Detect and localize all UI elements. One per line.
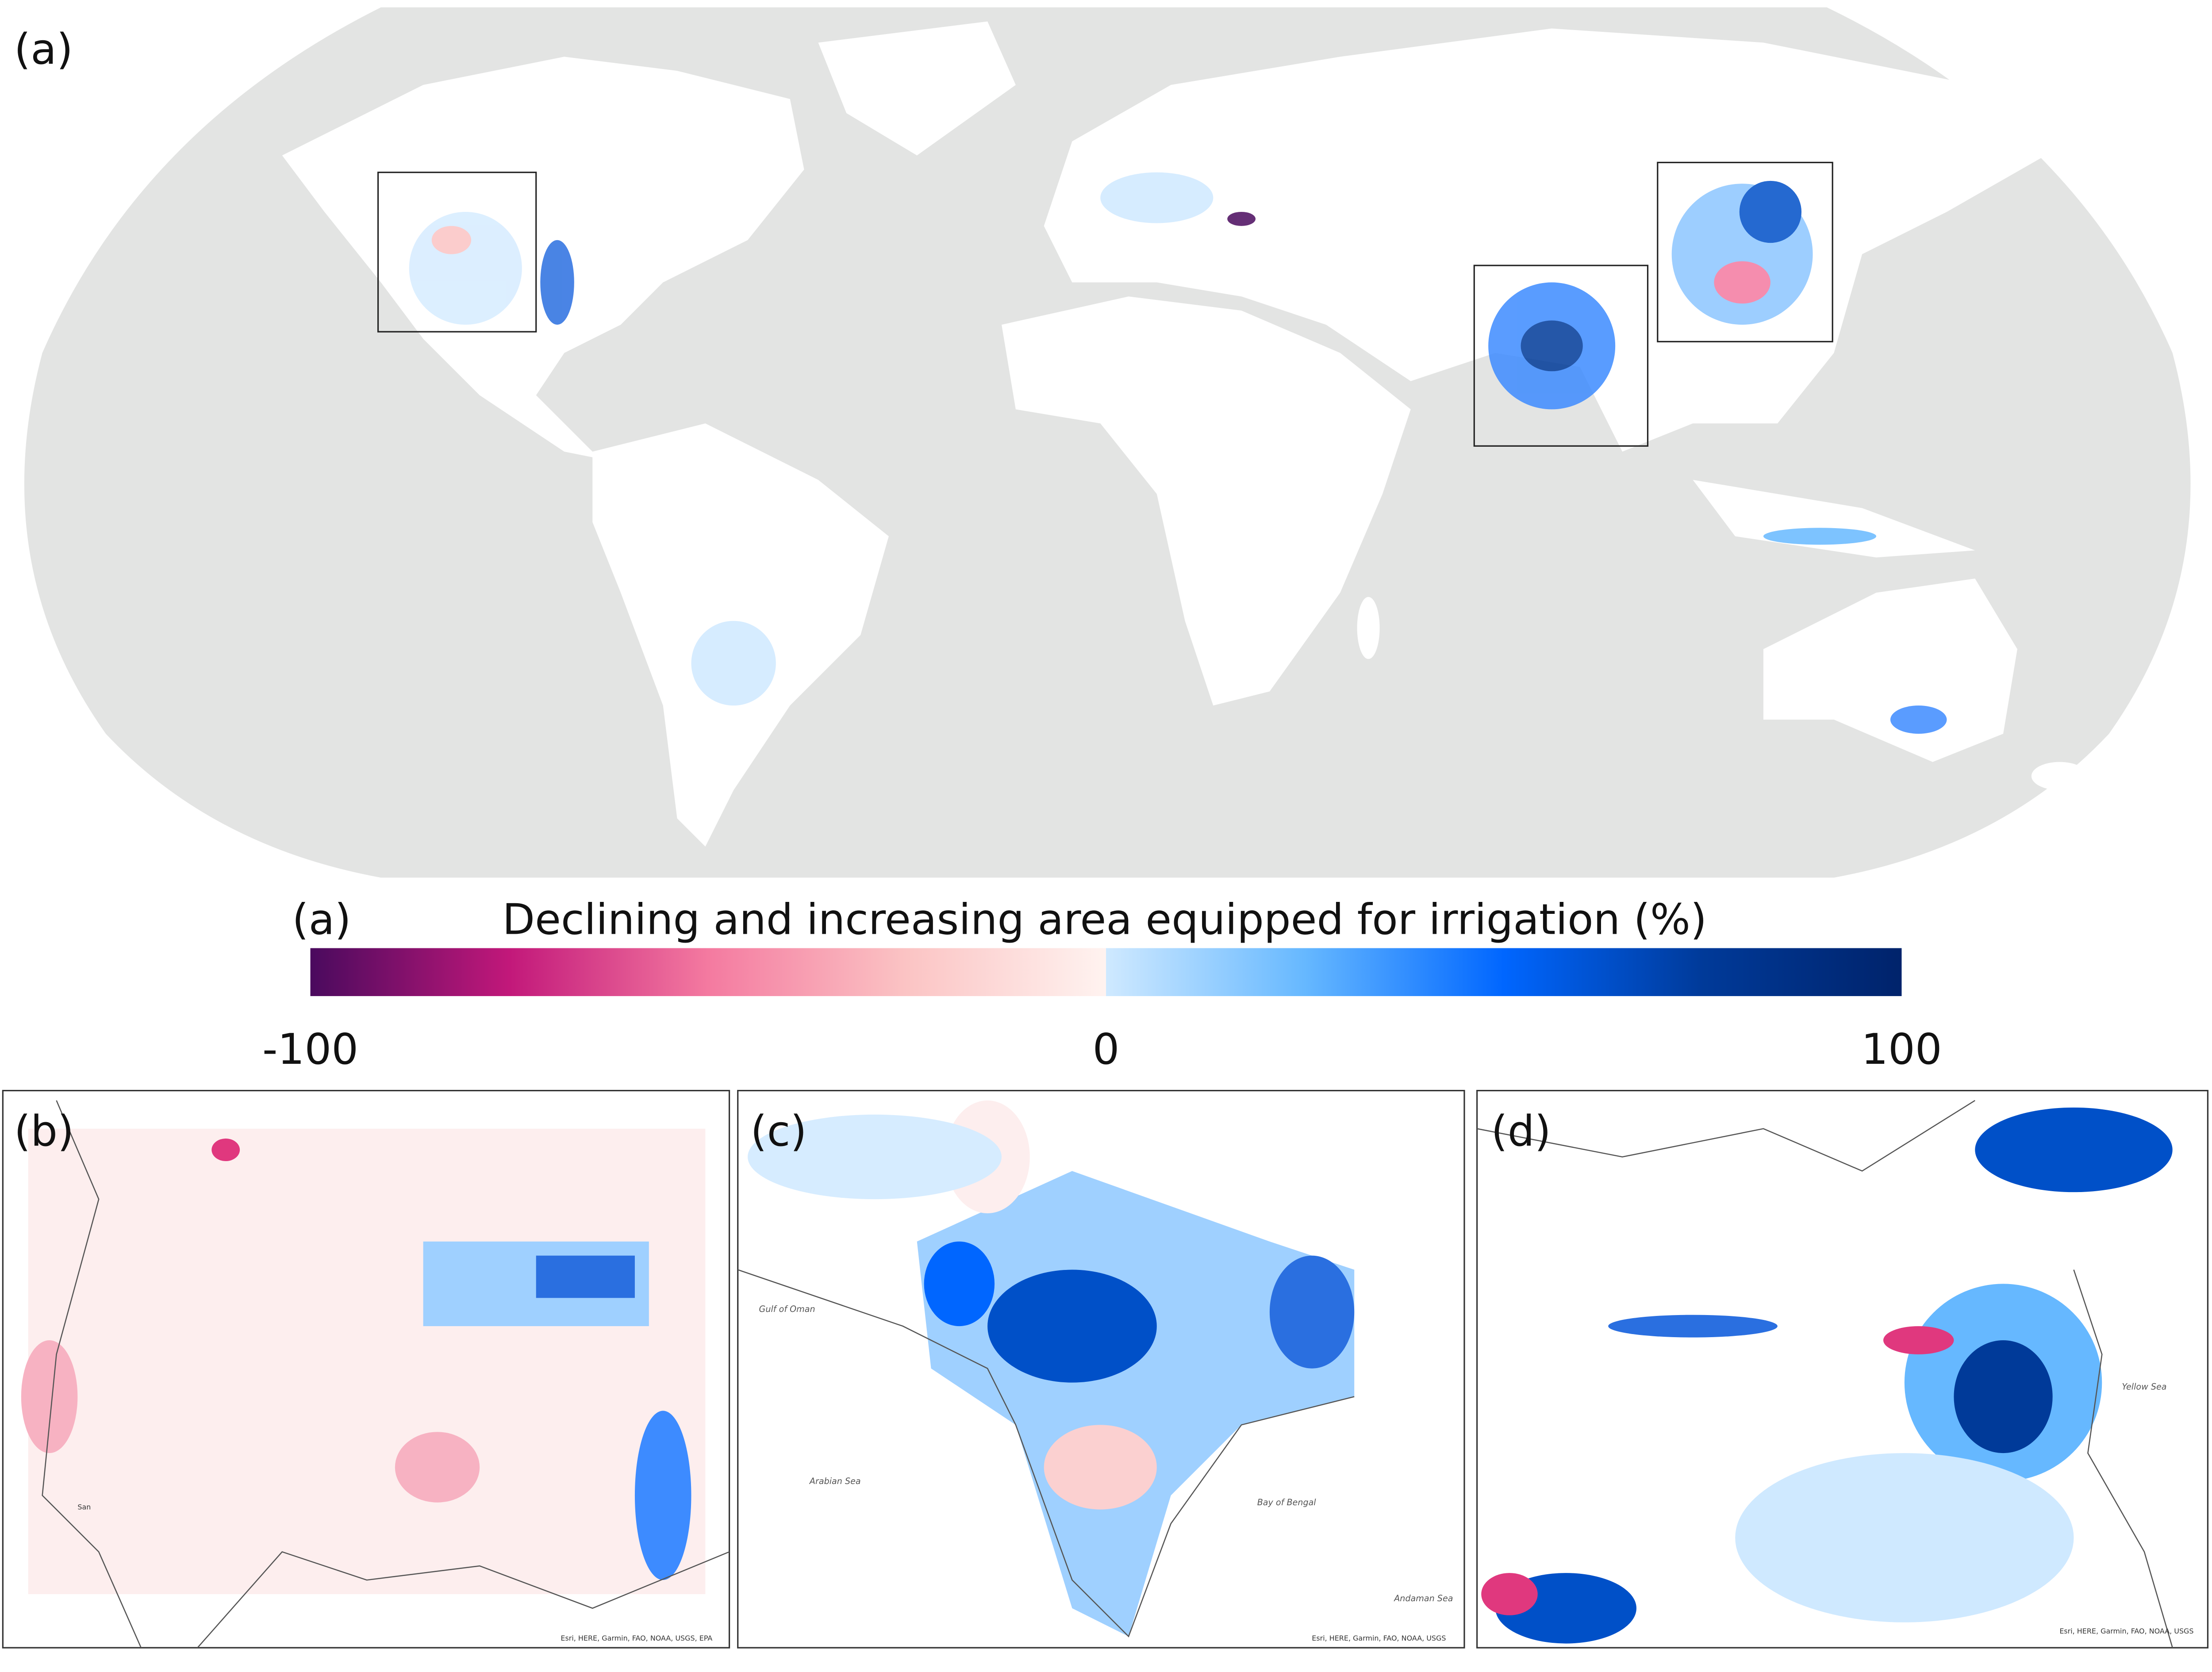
inset-b: (b) San Esri, HERE, Garmin, FAO, NOAA, U… [2,1089,730,1649]
place-label: Gulf of Oman [759,1304,815,1314]
colorbar-tick-label: 100 [1861,1024,1942,1074]
place-label: Andaman Sea [1393,1593,1453,1603]
inset-boxes [377,161,1833,447]
colorbar: (a) Declining and increasing area equipp… [262,895,1942,1074]
colorbar-title: Declining and increasing area equipped f… [502,895,1707,944]
panel-label: (a) [14,24,73,74]
place-label: Arabian Sea [809,1476,861,1486]
inset-d: (d) Yellow Sea Esri, HERE, Garmin, FAO, … [1476,1089,2209,1649]
colorbar-tick-label: -100 [262,1024,358,1074]
attribution: Esri, HERE, Garmin, FAO, NOAA, USGS [2059,1627,2193,1635]
land [282,21,2088,847]
place-label: Yellow Sea [2122,1382,2166,1392]
panel-label: (c) [750,1106,806,1156]
panel-label: (a) [292,895,351,944]
attribution: Esri, HERE, Garmin, FAO, NOAA, USGS [1312,1634,1446,1642]
place-label: San [77,1503,91,1511]
colorbar-ramp [310,948,1902,996]
world-map [24,7,2191,878]
place-label: Bay of Bengal [1257,1497,1317,1507]
attribution: Esri, HERE, Garmin, FAO, NOAA, USGS, EPA [561,1634,712,1642]
colorbar-tick-label: 0 [1093,1024,1120,1074]
inset-c: (c) Gulf of Oman Arabian Sea Bay of Beng… [737,1089,1465,1649]
panel-label: (d) [1491,1106,1551,1156]
irrigation-change [409,172,1947,734]
panel-label: (b) [14,1106,74,1156]
